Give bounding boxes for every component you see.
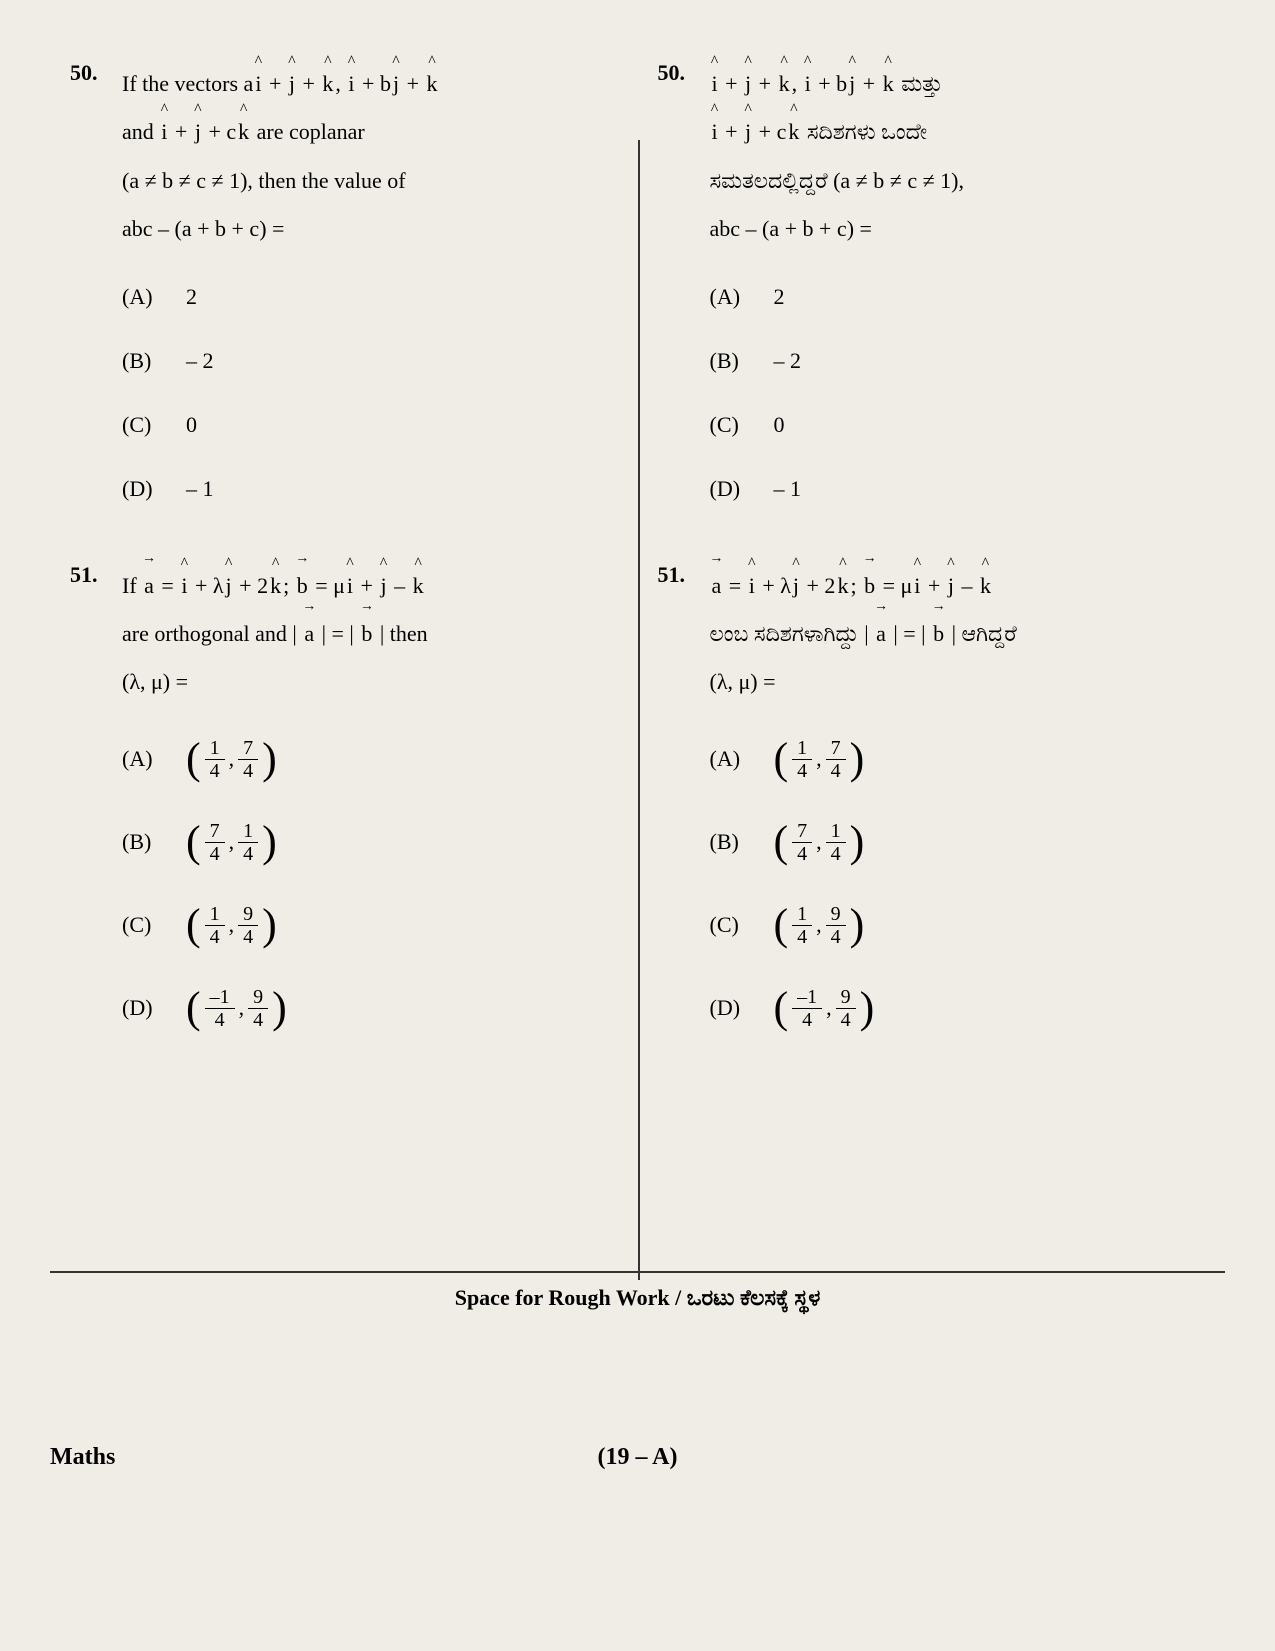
q51r-options: (A)(14, 74) (B)(74, 14) (C)(14, 94) (D)(…	[658, 737, 1206, 1031]
q51r-text: a = i + λj + 2k; b = μi + j – k ಲಂಬ ಸದಿಶ…	[710, 562, 1017, 707]
question-50-right: 50. i + j + k, i + bj + k ಮತ್ತು i + j + …	[658, 60, 1206, 502]
q50-header: 50. If the vectors ai + j + k, i + bj + …	[70, 60, 618, 254]
q51r-header: 51. a = i + λj + 2k; b = μi + j – k ಲಂಬ …	[658, 562, 1206, 707]
q50r-option-b: (B)– 2	[710, 348, 1206, 374]
question-50-left: 50. If the vectors ai + j + k, i + bj + …	[70, 60, 618, 502]
q50r-header: 50. i + j + k, i + bj + k ಮತ್ತು i + j + …	[658, 60, 1206, 254]
q50r-number: 50.	[658, 60, 698, 86]
question-51-right: 51. a = i + λj + 2k; b = μi + j – k ಲಂಬ …	[658, 562, 1206, 1031]
q51-options: (A)(14, 74) (B)(74, 14) (C)(14, 94) (D)(…	[70, 737, 618, 1031]
subject-label: Maths	[50, 1444, 115, 1471]
q51r-number: 51.	[658, 562, 698, 588]
q51-number: 51.	[70, 562, 110, 588]
q51-header: 51. If a = i + λj + 2k; b = μi + j – k a…	[70, 562, 618, 707]
page-number: (19 – A)	[598, 1444, 678, 1471]
column-divider	[638, 140, 640, 1280]
q50-number: 50.	[70, 60, 110, 86]
q51r-option-a: (A)(14, 74)	[710, 737, 1206, 782]
q51-option-c: (C)(14, 94)	[122, 903, 618, 948]
q51-text: If a = i + λj + 2k; b = μi + j – k are o…	[122, 562, 428, 707]
left-column: 50. If the vectors ai + j + k, i + bj + …	[50, 60, 638, 1091]
q50r-text: i + j + k, i + bj + k ಮತ್ತು i + j + ck ಸ…	[710, 60, 965, 254]
q51-option-b: (B)(74, 14)	[122, 820, 618, 865]
q51r-option-b: (B)(74, 14)	[710, 820, 1206, 865]
q50-options: (A)2 (B)– 2 (C)0 (D)– 1	[70, 284, 618, 502]
question-51-left: 51. If a = i + λj + 2k; b = μi + j – k a…	[70, 562, 618, 1031]
q50r-option-d: (D)– 1	[710, 476, 1206, 502]
q50r-option-c: (C)0	[710, 412, 1206, 438]
q51-option-d: (D)(–14, 94)	[122, 986, 618, 1031]
page-footer: Maths (19 – A)	[50, 1444, 1225, 1471]
q50-option-b: (B)– 2	[122, 348, 618, 374]
right-column: 50. i + j + k, i + bj + k ಮತ್ತು i + j + …	[638, 60, 1226, 1091]
q50-text: If the vectors ai + j + k, i + bj + k an…	[122, 60, 440, 254]
q50r-options: (A)2 (B)– 2 (C)0 (D)– 1	[658, 284, 1206, 502]
q50-option-c: (C)0	[122, 412, 618, 438]
rough-work-label: Space for Rough Work / ಒರಟು ಕೆಲಸಕ್ಕೆ ಸ್ಥ…	[50, 1271, 1225, 1311]
q51-option-a: (A)(14, 74)	[122, 737, 618, 782]
q50-option-a: (A)2	[122, 284, 618, 310]
q51r-option-d: (D)(–14, 94)	[710, 986, 1206, 1031]
page-content: 50. If the vectors ai + j + k, i + bj + …	[50, 60, 1225, 1091]
q50r-option-a: (A)2	[710, 284, 1206, 310]
q51r-option-c: (C)(14, 94)	[710, 903, 1206, 948]
q50-option-d: (D)– 1	[122, 476, 618, 502]
